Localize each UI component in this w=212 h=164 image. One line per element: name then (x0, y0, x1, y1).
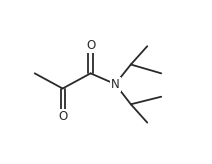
Text: N: N (111, 78, 120, 91)
Text: O: O (86, 39, 95, 52)
Text: O: O (58, 110, 67, 123)
